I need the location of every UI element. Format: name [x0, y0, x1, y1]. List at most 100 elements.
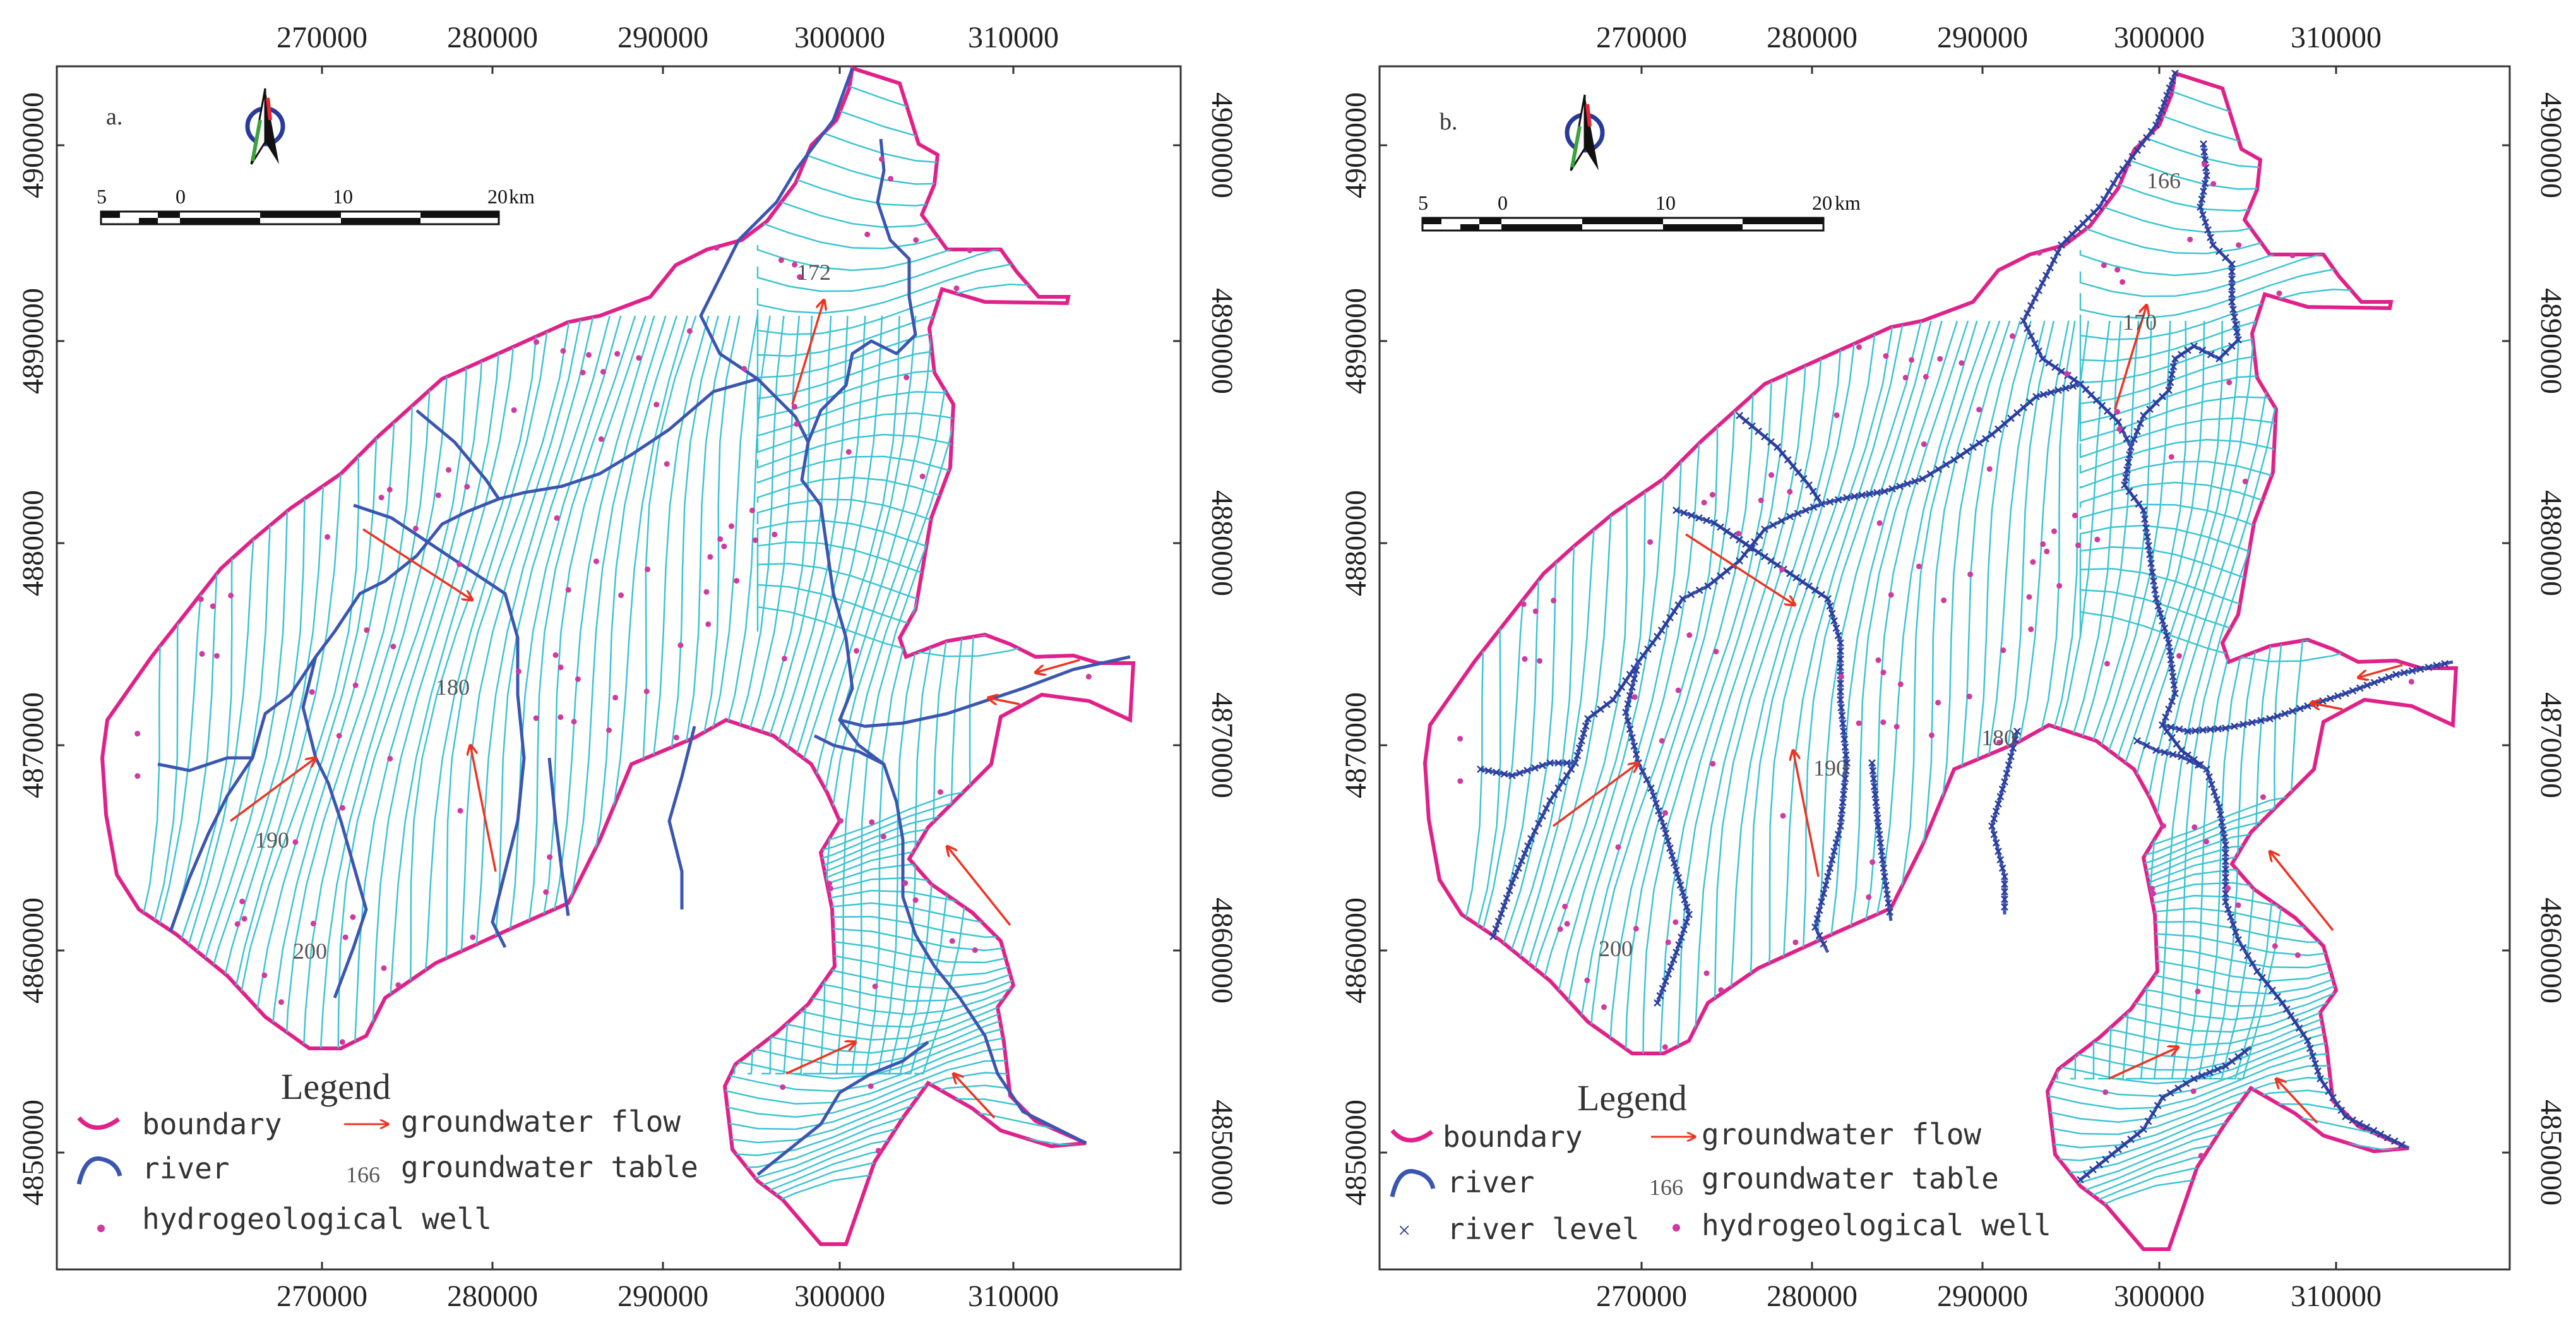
- river-level-marker: [2123, 466, 2131, 474]
- well-dot: [1703, 970, 1710, 976]
- river-level-marker: [1990, 830, 1998, 839]
- river-level-marker: [1554, 759, 1563, 767]
- flow-arrow: [988, 698, 1020, 705]
- river-level-marker: [2020, 317, 2027, 325]
- scalebar-unit: km: [509, 185, 535, 208]
- well-dot: [134, 773, 141, 779]
- well-dot: [1976, 407, 1983, 413]
- boundary-symbol: [77, 1116, 121, 1130]
- well-dot: [2040, 541, 2046, 548]
- river-level-marker: [2169, 750, 2177, 758]
- river-level-marker: [1837, 822, 1844, 830]
- river-level-marker: [1669, 956, 1678, 964]
- river-level-marker: [2200, 148, 2209, 156]
- contour-line: [359, 315, 503, 1075]
- river-level-marker: [1652, 800, 1660, 807]
- river-level-marker: [2054, 387, 2062, 394]
- river-level-marker: [2024, 325, 2031, 332]
- well-dot: [717, 536, 724, 543]
- river-level-marker: [2128, 153, 2137, 160]
- well-dot: [1631, 694, 1638, 700]
- river-level-marker: [2126, 451, 2133, 459]
- well-dot: [1921, 441, 1927, 447]
- river-level-marker: [1841, 775, 1849, 782]
- river-level-marker: [1786, 513, 1794, 520]
- well-dot: [2236, 242, 2242, 248]
- river: [813, 734, 885, 766]
- river-level-marker: [2314, 1067, 2322, 1075]
- river-level-marker: [1841, 743, 1849, 751]
- river-level-marker: [2222, 898, 2229, 906]
- river-level-marker: [1622, 709, 1630, 716]
- river-level-marker: [1664, 837, 1672, 845]
- river-level-marker: [2102, 1156, 2109, 1163]
- river-level-marker: [1723, 567, 1731, 575]
- well-dot: [612, 695, 619, 701]
- river-level-marker: [2190, 342, 2198, 350]
- river-level-marker: [2337, 1106, 2346, 1114]
- river-level-marker: [2221, 834, 2228, 841]
- river-level-marker: [2222, 873, 2229, 882]
- contour-line: [1654, 320, 1791, 1080]
- well-dot: [2168, 454, 2174, 460]
- river-level-marker: [1681, 896, 1689, 904]
- well-dot: [339, 1039, 345, 1045]
- well-dot: [470, 934, 476, 940]
- well-dot: [199, 651, 205, 657]
- legend-title: Legend: [1577, 1077, 1687, 1118]
- river-level-marker: [1777, 517, 1786, 525]
- well-dot: [309, 689, 315, 695]
- river-level-marker: [1643, 776, 1651, 784]
- river-level-marker: [2011, 736, 2019, 744]
- river-level-marker: [2309, 1052, 2317, 1060]
- river-level-marker: [2224, 906, 2232, 913]
- river-level-marker: [1680, 509, 1688, 517]
- well-dot: [1959, 360, 1965, 366]
- river-level-marker: [1676, 881, 1685, 889]
- flow-arrow: [1685, 533, 1795, 605]
- river-level-marker: [2416, 665, 2424, 673]
- well-dot: [2226, 380, 2233, 386]
- river-level-marker: [2083, 1171, 2090, 1178]
- river-level-marker: [2213, 796, 2221, 803]
- river-level-marker: [1818, 591, 1825, 599]
- well-dot: [198, 596, 204, 603]
- x-tick-label: 280000: [447, 21, 538, 54]
- river-level-marker: [1826, 864, 1834, 872]
- contour-line: [2079, 611, 2397, 663]
- river-level-marker: [2159, 393, 2166, 400]
- river-level-marker: [2398, 1141, 2406, 1149]
- river-level-marker: [2197, 203, 2204, 211]
- river-level-marker: [1837, 704, 1846, 712]
- river-level-marker: [1886, 908, 1893, 916]
- contour-line: [345, 315, 486, 1075]
- river-level-marker: [1683, 903, 1691, 911]
- river-level-marker: [2121, 481, 2128, 489]
- river-level-marker: [2152, 746, 2160, 754]
- river-level-marker: [2160, 99, 2168, 107]
- river-level-marker: [1811, 923, 1819, 931]
- river-level-marker: [2200, 140, 2207, 148]
- well-dot: [912, 897, 919, 903]
- scalebar-label: 20: [1812, 191, 1832, 214]
- river-level-marker: [2228, 1057, 2236, 1065]
- legend-label: hydrogeological well: [1702, 1208, 2051, 1242]
- hydrogeological-wells: [134, 156, 1092, 1154]
- river-level-marker: [1896, 483, 1904, 490]
- river-level-marker: [2241, 1048, 2248, 1056]
- river-level-marker: [2215, 803, 2223, 811]
- river-level-marker: [1539, 762, 1546, 769]
- river-level-marker: [2001, 873, 2008, 880]
- well-dot: [780, 1084, 786, 1090]
- well-dot: [792, 261, 798, 268]
- river-level-marker: [2133, 147, 2141, 154]
- well-dot: [2036, 249, 2042, 256]
- well-dot: [1557, 926, 1563, 932]
- river-level-marker: [2165, 387, 2173, 394]
- well-dot: [511, 407, 517, 413]
- river-level-marker: [2214, 725, 2222, 733]
- well-dot: [2149, 885, 2156, 892]
- well-dot: [1532, 608, 1539, 615]
- river-level-marker: [2159, 617, 2166, 625]
- well-dot: [1675, 687, 1681, 693]
